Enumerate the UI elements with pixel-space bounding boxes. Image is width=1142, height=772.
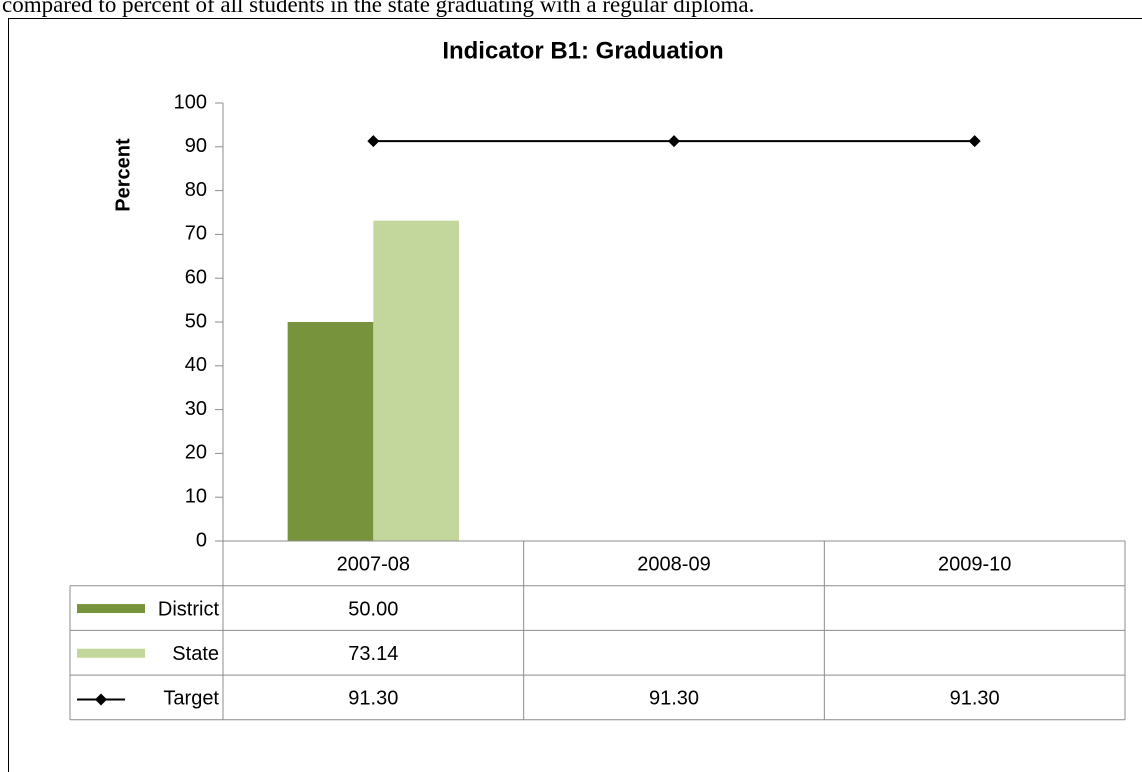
x-tick-label: 2007-08 xyxy=(337,554,410,576)
table-value: 73.14 xyxy=(348,643,398,665)
legend-label: Target xyxy=(163,688,219,710)
bar xyxy=(287,322,374,541)
table-value: 50.00 xyxy=(348,598,398,620)
y-tick-label: 10 xyxy=(185,485,207,507)
y-tick-label: 30 xyxy=(185,398,207,420)
table-value: 91.30 xyxy=(950,688,1000,710)
x-tick-label: 2008-09 xyxy=(637,554,710,576)
y-tick-label: 20 xyxy=(185,442,207,464)
bar xyxy=(373,220,460,542)
line-marker xyxy=(367,135,380,148)
line-marker xyxy=(968,135,981,148)
y-axis-label: Percent xyxy=(112,138,134,212)
y-tick-label: 0 xyxy=(196,529,207,551)
legend-label: State xyxy=(172,643,219,665)
legend-key xyxy=(95,693,107,706)
x-tick-label: 2009-10 xyxy=(938,554,1011,576)
table-value: 91.30 xyxy=(348,688,398,710)
y-tick-label: 50 xyxy=(185,310,207,332)
legend-key xyxy=(77,648,145,658)
chart-title: Indicator B1: Graduation xyxy=(442,37,723,64)
line-marker xyxy=(668,135,680,148)
y-tick-label: 100 xyxy=(174,91,207,113)
y-tick-label: 70 xyxy=(185,223,207,245)
y-tick-label: 40 xyxy=(185,354,207,376)
y-tick-label: 80 xyxy=(185,179,207,201)
legend-key xyxy=(77,604,145,614)
chart-border xyxy=(8,18,1142,772)
table-value: 91.30 xyxy=(649,688,699,710)
y-tick-label: 60 xyxy=(185,266,207,288)
header-text: compared to percent of all students in t… xyxy=(2,0,754,17)
y-tick-label: 90 xyxy=(185,135,207,157)
legend-label: District xyxy=(158,598,220,620)
